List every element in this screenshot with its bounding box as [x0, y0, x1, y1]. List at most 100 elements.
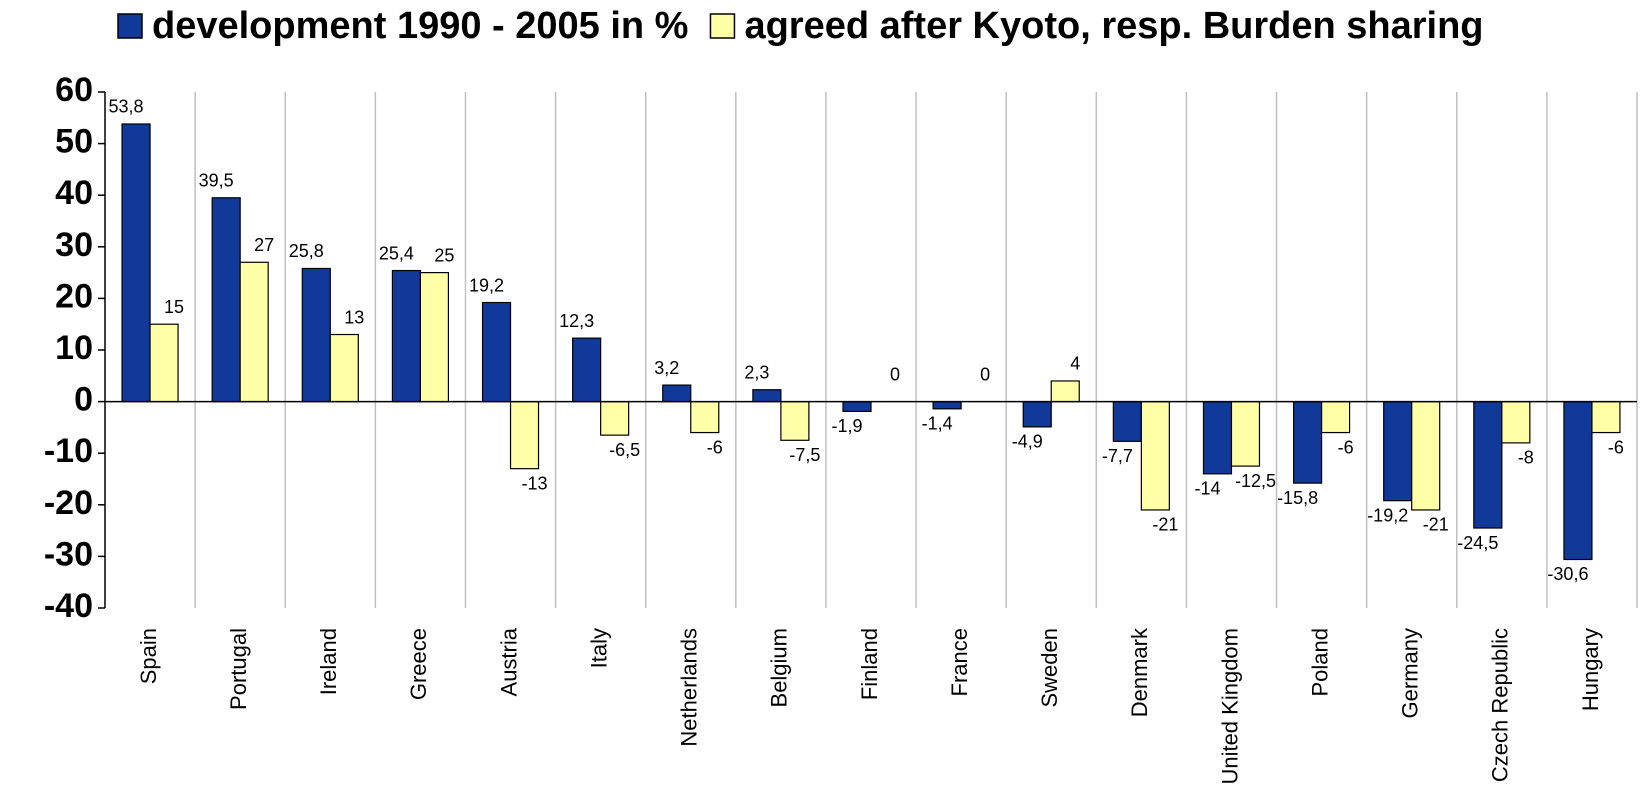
bar	[600, 401, 630, 436]
bar	[1202, 401, 1233, 475]
bar	[572, 337, 602, 403]
bar	[1022, 401, 1052, 428]
bar	[932, 401, 962, 410]
value-label: 25	[434, 245, 454, 265]
value-label: -30,6	[1547, 564, 1588, 584]
bar	[481, 301, 512, 403]
x-tick-label: Poland	[1307, 628, 1332, 697]
bar	[329, 333, 359, 403]
value-label: -1,9	[831, 416, 862, 436]
bar	[509, 401, 540, 470]
value-label: 39,5	[199, 171, 234, 191]
x-tick-label: Netherlands	[677, 628, 702, 747]
value-label: 25,4	[379, 243, 414, 263]
bar	[690, 401, 720, 434]
y-tick-label: -30	[44, 535, 93, 573]
value-label: 15	[164, 297, 184, 317]
legend-label: agreed after Kyoto, resp. Burden sharing	[744, 5, 1483, 47]
bar	[149, 323, 179, 403]
bar	[1591, 401, 1621, 434]
value-label: -6	[1338, 437, 1354, 457]
bar	[301, 267, 331, 403]
bar	[239, 261, 269, 403]
legend-label: development 1990 - 2005 in %	[152, 5, 688, 47]
value-label: 0	[980, 364, 990, 384]
value-label: -6	[707, 437, 723, 457]
bar	[1140, 401, 1170, 511]
bar	[1230, 401, 1261, 467]
bar	[1112, 401, 1142, 442]
value-label: -14	[1194, 479, 1220, 499]
bar	[780, 401, 810, 441]
value-label: 12,3	[559, 311, 594, 331]
bar	[662, 384, 692, 403]
y-tick-label: 10	[55, 329, 93, 367]
value-label: -19,2	[1367, 505, 1408, 525]
bar	[842, 401, 872, 413]
x-tick-label: Denmark	[1127, 627, 1152, 717]
value-label: 53,8	[109, 97, 144, 117]
value-label: -24,5	[1457, 533, 1498, 553]
value-label: -6	[1608, 437, 1624, 457]
bar	[1501, 401, 1531, 444]
legend: development 1990 - 2005 in % agreed after…	[117, 5, 1484, 47]
value-label: -8	[1518, 448, 1534, 468]
value-label: -4,9	[1012, 432, 1043, 452]
x-tick-label: Germany	[1398, 628, 1423, 718]
x-tick-label: Sweden	[1037, 628, 1062, 708]
value-label: 19,2	[469, 275, 504, 295]
bar	[752, 389, 782, 403]
value-label: -13	[522, 473, 548, 493]
value-label: -12,5	[1235, 471, 1276, 491]
x-tick-label: Czech Republic	[1488, 628, 1513, 782]
y-tick-label: -40	[44, 587, 93, 625]
bar	[1050, 380, 1080, 403]
value-label: 0	[890, 364, 900, 384]
value-label: -6,5	[609, 440, 640, 460]
y-tick-label: -20	[44, 484, 93, 522]
bar	[211, 197, 241, 403]
bar	[1292, 401, 1323, 484]
bar	[419, 272, 450, 403]
value-label: -1,4	[922, 414, 953, 434]
x-tick-label: Italy	[586, 628, 611, 668]
legend-swatch	[709, 13, 736, 39]
value-label: 27	[254, 235, 274, 255]
value-label: 4	[1070, 354, 1080, 374]
x-tick-label: Austria	[496, 627, 521, 696]
value-label: 2,3	[744, 362, 769, 382]
x-tick-label: Hungary	[1578, 628, 1603, 711]
bar	[121, 123, 151, 403]
x-tick-label: Greece	[406, 628, 431, 700]
value-label: 25,8	[289, 241, 324, 261]
value-label: 3,2	[654, 358, 679, 378]
bar	[1320, 401, 1351, 434]
bar	[1411, 401, 1441, 511]
value-label: -21	[1152, 515, 1178, 535]
y-tick-label: 0	[74, 381, 93, 419]
y-tick-label: 60	[55, 71, 93, 109]
x-tick-label: Ireland	[316, 628, 341, 695]
x-tick-label: Finland	[857, 628, 882, 700]
x-tick-label: United Kingdom	[1217, 628, 1242, 785]
bar	[1383, 401, 1413, 502]
value-label: -21	[1423, 515, 1449, 535]
value-label: -7,7	[1102, 446, 1133, 466]
bar	[1473, 401, 1503, 529]
x-tick-label: France	[947, 628, 972, 696]
bar	[391, 269, 422, 403]
value-label: -15,8	[1277, 488, 1318, 508]
x-tick-label: Spain	[136, 628, 161, 684]
bar	[1563, 401, 1593, 561]
x-tick-label: Portugal	[226, 628, 251, 710]
y-tick-label: -10	[44, 432, 93, 470]
x-tick-label: Belgium	[767, 628, 792, 707]
value-label: -7,5	[789, 445, 820, 465]
value-label: 13	[344, 307, 364, 327]
y-tick-label: 50	[55, 123, 93, 161]
y-tick-label: 40	[55, 174, 93, 212]
y-tick-label: 20	[55, 277, 93, 315]
legend-swatch	[117, 13, 143, 39]
y-tick-label: 30	[55, 226, 93, 264]
